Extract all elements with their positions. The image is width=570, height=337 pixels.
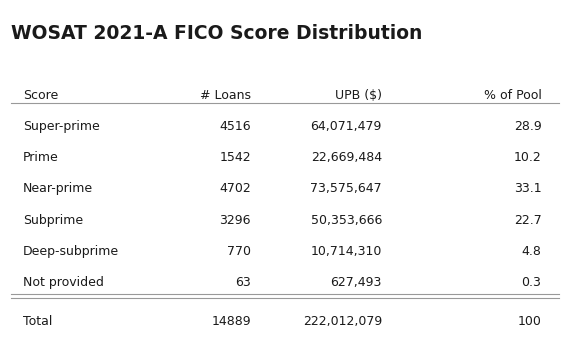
Text: Not provided: Not provided [23, 276, 104, 289]
Text: 63: 63 [235, 276, 251, 289]
Text: Prime: Prime [23, 151, 59, 164]
Text: WOSAT 2021-A FICO Score Distribution: WOSAT 2021-A FICO Score Distribution [11, 24, 423, 42]
Text: % of Pool: % of Pool [483, 89, 542, 102]
Text: 4516: 4516 [219, 120, 251, 133]
Text: 627,493: 627,493 [331, 276, 382, 289]
Text: 770: 770 [227, 245, 251, 258]
Text: 222,012,079: 222,012,079 [303, 315, 382, 328]
Text: 10,714,310: 10,714,310 [311, 245, 382, 258]
Text: 1542: 1542 [219, 151, 251, 164]
Text: 4702: 4702 [219, 182, 251, 195]
Text: 73,575,647: 73,575,647 [310, 182, 382, 195]
Text: Total: Total [23, 315, 52, 328]
Text: 14889: 14889 [211, 315, 251, 328]
Text: 100: 100 [518, 315, 542, 328]
Text: Super-prime: Super-prime [23, 120, 100, 133]
Text: UPB ($): UPB ($) [335, 89, 382, 102]
Text: 22,669,484: 22,669,484 [311, 151, 382, 164]
Text: Near-prime: Near-prime [23, 182, 93, 195]
Text: 64,071,479: 64,071,479 [311, 120, 382, 133]
Text: 22.7: 22.7 [514, 214, 542, 227]
Text: Score: Score [23, 89, 58, 102]
Text: 4.8: 4.8 [522, 245, 542, 258]
Text: Subprime: Subprime [23, 214, 83, 227]
Text: 10.2: 10.2 [514, 151, 542, 164]
Text: 50,353,666: 50,353,666 [311, 214, 382, 227]
Text: 3296: 3296 [219, 214, 251, 227]
Text: 33.1: 33.1 [514, 182, 542, 195]
Text: # Loans: # Loans [200, 89, 251, 102]
Text: 0.3: 0.3 [522, 276, 542, 289]
Text: 28.9: 28.9 [514, 120, 542, 133]
Text: Deep-subprime: Deep-subprime [23, 245, 119, 258]
